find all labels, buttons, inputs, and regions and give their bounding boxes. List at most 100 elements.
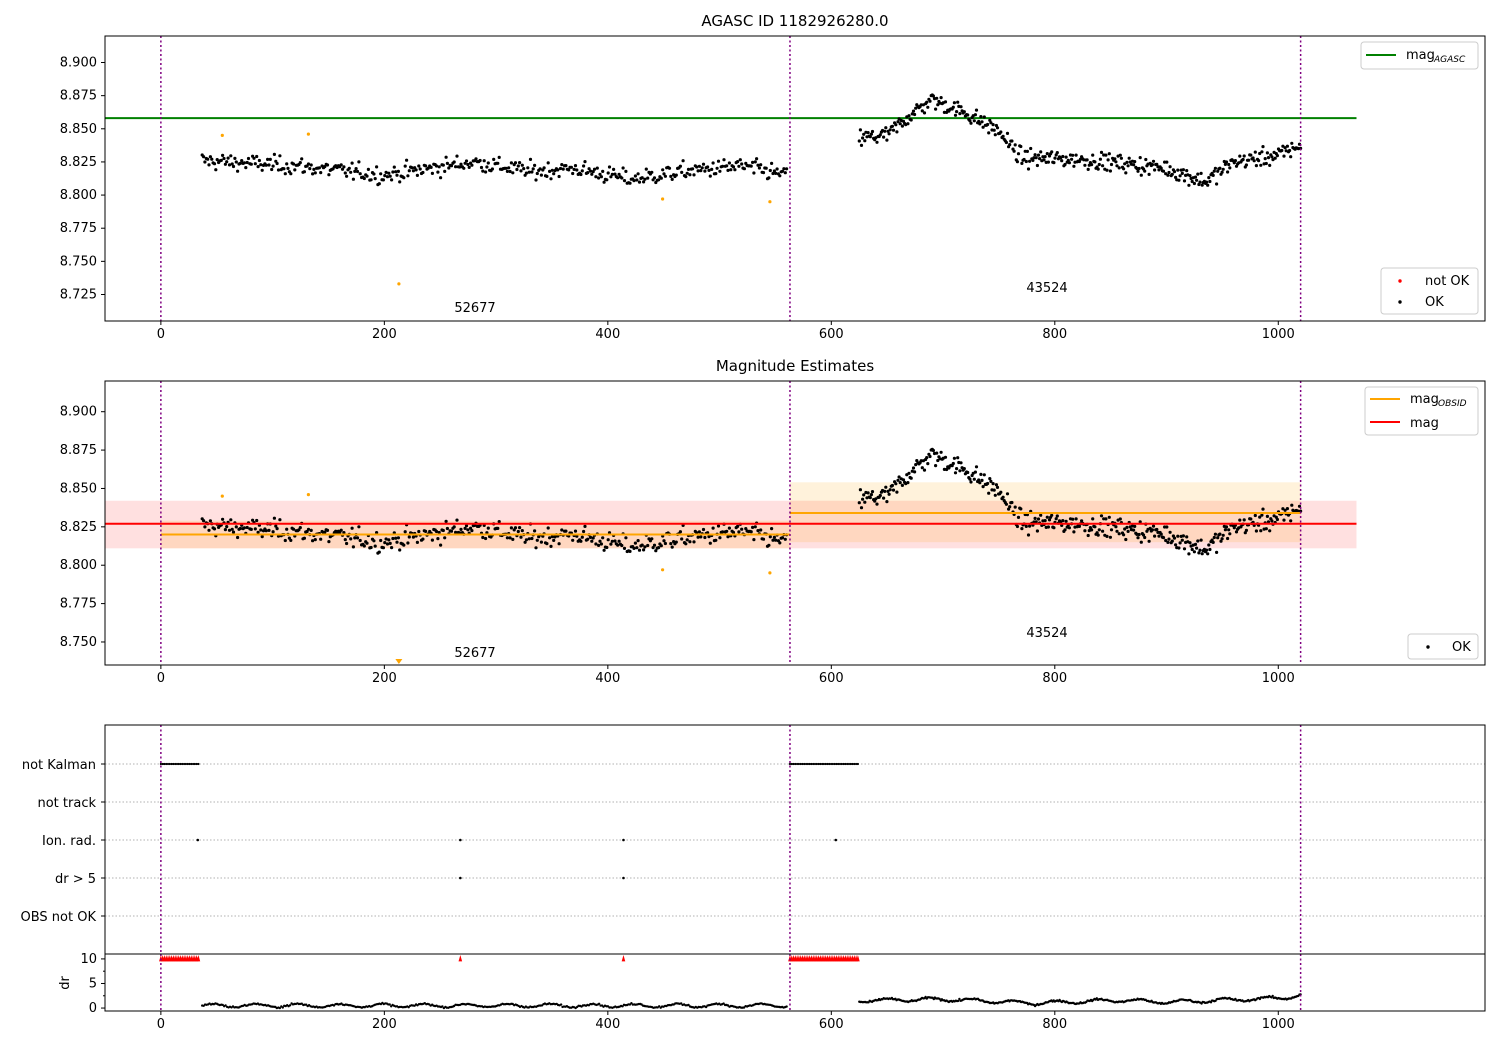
ok-point <box>580 169 584 173</box>
ok-point <box>692 173 696 177</box>
ok-point <box>462 166 466 170</box>
ok-point <box>1137 166 1141 171</box>
ok-point <box>345 541 349 546</box>
y-tick-label: 8.900 <box>60 56 97 71</box>
ok-point <box>642 548 646 552</box>
dr-point <box>1209 1001 1213 1004</box>
ok-point <box>415 540 419 545</box>
ok-point <box>1107 152 1111 156</box>
ok-point <box>1028 524 1032 528</box>
flag-not-kalman-point <box>183 762 186 766</box>
ok-point <box>1281 507 1285 511</box>
ok-point <box>573 164 578 168</box>
ok-point <box>306 162 311 166</box>
ok-point <box>891 128 896 132</box>
flag-not-kalman-point <box>170 762 173 766</box>
ok-point <box>561 167 565 171</box>
flag-not-kalman-point <box>840 762 843 766</box>
ok-point <box>907 114 911 118</box>
dr-point <box>224 1004 227 1007</box>
ok-point <box>1199 171 1203 175</box>
flag-not-kalman-point <box>835 762 838 766</box>
flag-not-kalman-point <box>794 762 797 766</box>
ok-point <box>539 173 544 177</box>
ok-point <box>1182 179 1187 183</box>
ok-point <box>430 538 434 542</box>
ok-point <box>327 173 331 177</box>
ok-point <box>979 115 983 119</box>
ok-point <box>595 166 599 170</box>
ok-point <box>926 462 930 466</box>
ok-point <box>520 163 524 167</box>
ok-point <box>546 161 550 165</box>
ok-point <box>417 529 421 534</box>
ok-point <box>533 529 537 533</box>
ok-point <box>1046 525 1050 529</box>
ok-point <box>355 169 360 174</box>
ok-point <box>1167 537 1171 541</box>
ok-point <box>436 170 440 174</box>
ok-point <box>1177 546 1181 550</box>
ok-point <box>366 167 370 171</box>
ok-point <box>646 176 650 180</box>
flag-not-kalman-point <box>792 762 795 766</box>
flag-not-kalman-point <box>812 762 815 766</box>
obsid-annotation-2: 43524 <box>1026 281 1067 296</box>
ok-point <box>691 167 695 171</box>
ok-point <box>485 531 489 535</box>
ok-point <box>906 122 910 126</box>
dr-point <box>785 1005 788 1008</box>
ok-point <box>1020 161 1024 165</box>
dr-clipped-marker <box>196 954 201 962</box>
ok-point <box>755 157 759 161</box>
ok-point <box>1028 159 1032 163</box>
legend-swatch-ok <box>1398 300 1402 304</box>
ok-point <box>1133 160 1137 164</box>
ok-point <box>1071 153 1075 157</box>
ok-point <box>736 524 740 529</box>
ok-point <box>1067 526 1071 530</box>
ok-point <box>1005 492 1010 496</box>
ok-point <box>1038 157 1042 161</box>
ok-point <box>340 167 345 171</box>
ok-point <box>601 169 605 173</box>
ok-point <box>560 163 564 167</box>
ok-point <box>989 121 993 125</box>
ok-point <box>1151 159 1156 163</box>
x-tick-label: 800 <box>1042 327 1067 342</box>
ok-point <box>564 164 568 168</box>
ok-point <box>387 171 391 175</box>
legend-agasc-points: not OK OK <box>1380 267 1479 315</box>
ok-point <box>1063 528 1067 532</box>
ok-point <box>424 164 428 168</box>
ok-point <box>1136 536 1140 540</box>
ok-point <box>1273 156 1277 160</box>
flag-not-kalman-point <box>166 762 170 766</box>
ok-point <box>411 169 415 173</box>
ok-point <box>883 129 887 133</box>
ok-point <box>268 157 272 161</box>
ok-point <box>778 174 782 178</box>
ok-point <box>1259 163 1263 167</box>
ok-point <box>896 478 900 482</box>
ok-point <box>780 536 785 540</box>
ok-point <box>519 535 523 539</box>
ok-point <box>756 529 760 533</box>
ok-point <box>309 163 313 167</box>
ok-point <box>1086 167 1090 171</box>
ok-point <box>988 118 992 122</box>
ok-point <box>274 524 278 528</box>
ok-point <box>452 160 456 164</box>
ok-point <box>325 528 330 533</box>
dr-point <box>957 999 960 1003</box>
ok-point <box>1254 164 1258 168</box>
ok-point <box>1182 547 1187 551</box>
ok-point <box>255 154 259 159</box>
flag-not-kalman-point <box>174 762 177 766</box>
ok-point <box>613 539 617 543</box>
ok-point <box>388 541 392 546</box>
ok-point <box>308 167 312 171</box>
ok-point <box>622 179 627 183</box>
ok-point <box>256 165 260 169</box>
ok-point <box>869 493 874 497</box>
